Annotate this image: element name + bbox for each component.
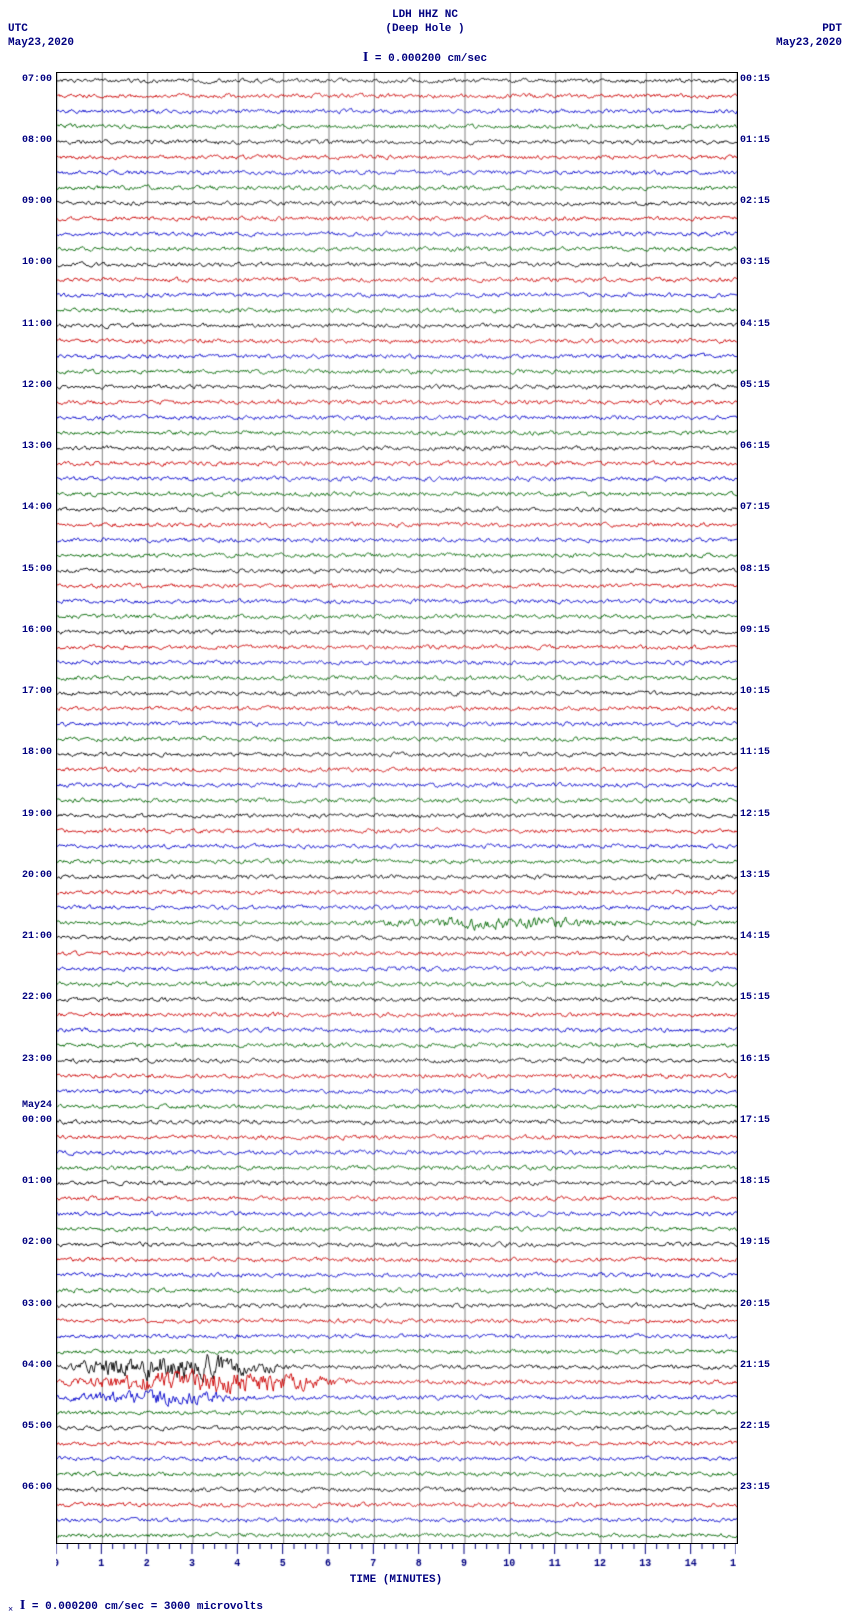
station-code: LDH HHZ NC	[385, 8, 464, 22]
pdt-hour-label: 22:15	[740, 1422, 770, 1432]
utc-hour-label: May24	[22, 1101, 52, 1111]
pdt-hour-label: 21:15	[740, 1361, 770, 1371]
utc-hour-label: 14:00	[22, 503, 52, 513]
pdt-hour-label: 14:15	[740, 932, 770, 942]
tz-left-block: UTC May23,2020	[8, 22, 74, 51]
pdt-hour-label: 11:15	[740, 748, 770, 758]
utc-hour-label: 18:00	[22, 748, 52, 758]
pdt-hour-label: 10:15	[740, 687, 770, 697]
pdt-hour-label: 05:15	[740, 381, 770, 391]
tz-left-label: UTC	[8, 22, 74, 36]
utc-hour-label: 05:00	[22, 1422, 52, 1432]
scale-ref-text: = 0.000200 cm/sec	[375, 53, 487, 65]
pdt-hour-label: 08:15	[740, 565, 770, 575]
pdt-hour-label: 20:15	[740, 1300, 770, 1310]
header: UTC May23,2020 LDH HHZ NC (Deep Hole ) P…	[8, 8, 842, 68]
utc-hour-label: 13:00	[22, 442, 52, 452]
utc-hour-label: 00:00	[22, 1116, 52, 1126]
utc-hour-label: 02:00	[22, 1238, 52, 1248]
utc-hour-label: 21:00	[22, 932, 52, 942]
utc-hour-label: 03:00	[22, 1300, 52, 1310]
pdt-hour-label: 07:15	[740, 503, 770, 513]
utc-hour-label: 10:00	[22, 258, 52, 268]
utc-hour-label: 20:00	[22, 871, 52, 881]
utc-hour-label: 22:00	[22, 993, 52, 1003]
x-axis-label: TIME (MINUTES)	[56, 1574, 736, 1586]
pdt-hour-label: 06:15	[740, 442, 770, 452]
pdt-hour-label: 19:15	[740, 1238, 770, 1248]
utc-hour-label: 01:00	[22, 1177, 52, 1187]
pdt-hour-label: 13:15	[740, 871, 770, 881]
utc-hour-label: 09:00	[22, 197, 52, 207]
utc-hour-label: 07:00	[22, 75, 52, 85]
pdt-hour-label: 16:15	[740, 1055, 770, 1065]
tz-right-block: PDT May23,2020	[776, 22, 842, 51]
footer-text: = 0.000200 cm/sec = 3000 microvolts	[32, 1601, 263, 1613]
tz-right-label: PDT	[776, 22, 842, 36]
tz-right-date: May23,2020	[776, 36, 842, 50]
pdt-hour-label: 17:15	[740, 1116, 770, 1126]
pdt-hour-label: 18:15	[740, 1177, 770, 1187]
footer: × I = 0.000200 cm/sec = 3000 microvolts	[8, 1598, 842, 1614]
scale-reference: I = 0.000200 cm/sec	[363, 50, 487, 66]
x-axis-ticks	[56, 1544, 736, 1572]
pdt-hour-label: 12:15	[740, 810, 770, 820]
utc-hour-label: 12:00	[22, 381, 52, 391]
tz-left-date: May23,2020	[8, 36, 74, 50]
utc-hour-label: 19:00	[22, 810, 52, 820]
pdt-hour-label: 02:15	[740, 197, 770, 207]
station-name: (Deep Hole )	[385, 22, 464, 36]
utc-hour-label: 23:00	[22, 1055, 52, 1065]
pdt-hour-label: 01:15	[740, 136, 770, 146]
utc-hour-label: 17:00	[22, 687, 52, 697]
utc-hour-label: 08:00	[22, 136, 52, 146]
utc-hour-label: 06:00	[22, 1483, 52, 1493]
title-block: LDH HHZ NC (Deep Hole )	[385, 8, 464, 37]
utc-hour-label: 15:00	[22, 565, 52, 575]
pdt-hour-label: 00:15	[740, 75, 770, 85]
seismogram-canvas	[56, 72, 738, 1544]
pdt-hour-label: 09:15	[740, 626, 770, 636]
utc-hour-label: 11:00	[22, 320, 52, 330]
pdt-hour-label: 03:15	[740, 258, 770, 268]
plot-area: 07:0008:0009:0010:0011:0012:0013:0014:00…	[56, 72, 736, 1586]
utc-hour-label: 04:00	[22, 1361, 52, 1371]
utc-hour-label: 16:00	[22, 626, 52, 636]
pdt-hour-label: 23:15	[740, 1483, 770, 1493]
pdt-hour-label: 04:15	[740, 320, 770, 330]
pdt-hour-label: 15:15	[740, 993, 770, 1003]
